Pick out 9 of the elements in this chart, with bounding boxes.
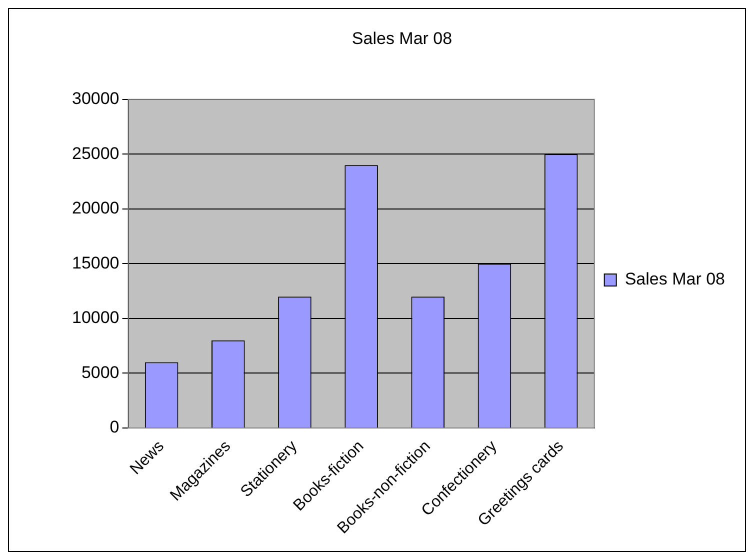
y-tick-label: 5000 — [81, 362, 120, 382]
y-tick-label: 20000 — [72, 198, 120, 218]
y-tick-label: 15000 — [72, 253, 120, 272]
y-tick-label: 0 — [110, 418, 120, 437]
legend-label: Sales Mar 08 — [624, 270, 726, 289]
y-tick-label: 30000 — [72, 89, 120, 108]
y-tick-label: 25000 — [72, 144, 120, 163]
y-tick-label: 10000 — [72, 308, 120, 328]
chart-title: Sales Mar 08 — [352, 28, 452, 48]
